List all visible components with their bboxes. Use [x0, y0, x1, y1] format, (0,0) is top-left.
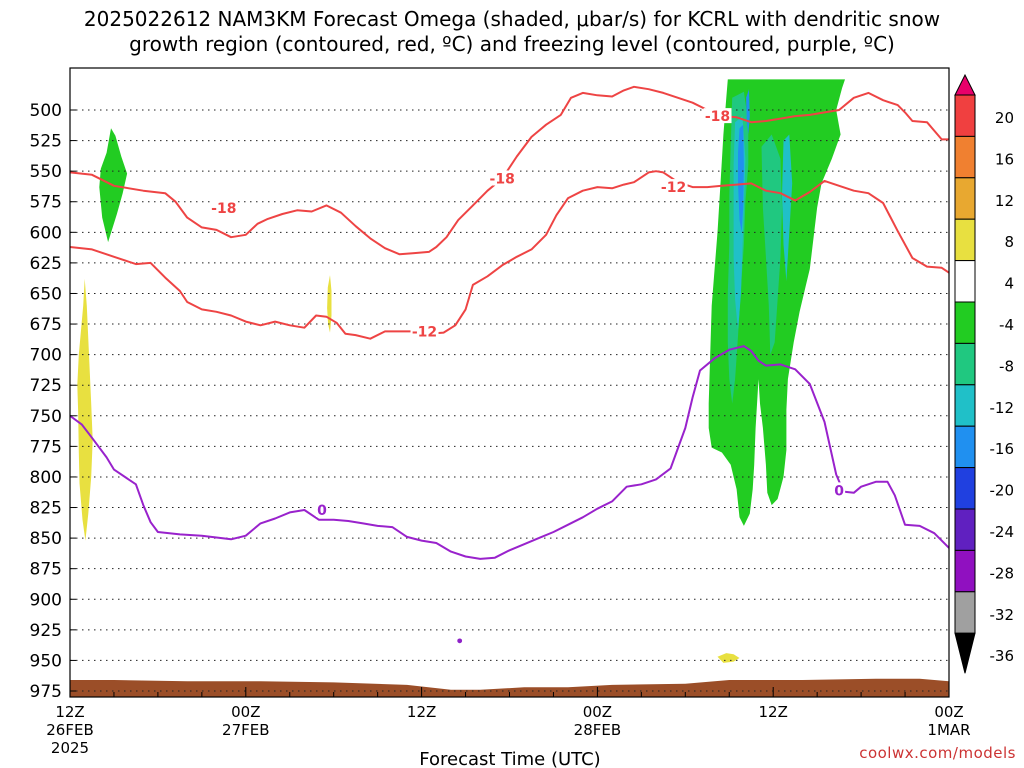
colorbar-bottom-triangle — [954, 632, 976, 674]
contour-label--12-1-0: -12 — [412, 324, 437, 340]
y-tick-label-875: 875 — [30, 560, 62, 580]
y-tick-label-600: 600 — [30, 223, 62, 243]
colorbar-segment-8 — [954, 384, 976, 427]
colorbar-segment-12 — [954, 549, 976, 593]
contour-label-0-2-1: 0 — [834, 483, 844, 499]
contour-label-0-2-0: 0 — [317, 503, 327, 519]
colorbar-segment-7 — [954, 342, 976, 386]
omega-region--8-3 — [761, 134, 782, 355]
colorbar-label-12: -32 — [990, 606, 1015, 624]
chart-title-line-2: growth region (contoured, red, ºC) and f… — [129, 32, 895, 56]
credit-text: coolwx.com/models — [859, 744, 1016, 762]
contour-label-bg--18-0-0 — [209, 199, 238, 215]
y-tick-label-775: 775 — [30, 437, 62, 457]
colorbar-label-11: -28 — [990, 564, 1015, 582]
y-tick-label-925: 925 — [30, 621, 62, 641]
y-axis: 500 525 550 575 600 625 650 675 700 725 750 775 800 8… — [30, 101, 76, 702]
contour--12-1 — [70, 170, 949, 340]
colorbar-label-9: -20 — [990, 482, 1015, 500]
x-tick-label-0-2: 2025 — [51, 739, 89, 757]
contour-label-bg--18-0-1 — [488, 170, 517, 186]
contours — [70, 85, 949, 560]
y-tick-label-675: 675 — [30, 315, 62, 335]
x-tick-label-48-0: 12Z — [759, 703, 788, 721]
colorbar-segment-9 — [954, 425, 976, 469]
colorbar: 20 16 12 8 4 -4 -8 -12 -16 -20 -24 -28 -32 -36 — [954, 73, 1015, 674]
y-tick-label-975: 975 — [30, 682, 62, 702]
contour-label-bg--12-1-1 — [659, 179, 688, 195]
colorbar-segment-5 — [954, 260, 976, 303]
x-tick-label-36-1: 28FEB — [574, 721, 621, 739]
omega-region-4-10 — [717, 653, 740, 663]
y-tick-label-900: 900 — [30, 590, 62, 610]
y-tick-label-650: 650 — [30, 284, 62, 304]
colorbar-label-6: -8 — [999, 357, 1014, 375]
contour--18-0 — [70, 85, 949, 256]
contour-0-2 — [70, 345, 949, 560]
colorbar-segment-1 — [954, 94, 976, 137]
contour-label--12-1-1: -12 — [661, 180, 686, 196]
colorbar-label-4: 4 — [1004, 275, 1014, 293]
contour-labels: -18 -18 -18 -12 -12 0 0 — [209, 108, 846, 519]
y-tick-label-550: 550 — [30, 162, 62, 182]
colorbar-label-13: -36 — [990, 647, 1015, 665]
colorbar-label-8: -16 — [990, 440, 1015, 458]
colorbar-label-0: 20 — [995, 109, 1014, 127]
y-tick-label-800: 800 — [30, 468, 62, 488]
x-tick-label-36-0: 00Z — [583, 703, 612, 721]
colorbar-label-7: -12 — [990, 399, 1015, 417]
contour-label--18-0-0: -18 — [211, 201, 236, 217]
y-tick-label-825: 825 — [30, 499, 62, 519]
contour-label--18-0-2: -18 — [705, 109, 730, 125]
x-tick-label-60-1: 1MAR — [927, 721, 970, 739]
y-tick-label-575: 575 — [30, 193, 62, 213]
y-tick-label-750: 750 — [30, 407, 62, 427]
x-tick-label-0-0: 12Z — [55, 703, 84, 721]
omega-dot — [457, 638, 463, 644]
y-tick-label-850: 850 — [30, 529, 62, 549]
omega-region--16-7 — [746, 89, 750, 135]
colorbar-segment-13 — [954, 591, 976, 634]
colorbar-segment-11 — [954, 508, 976, 551]
colorbar-label-5: -4 — [999, 316, 1014, 334]
colorbar-segment-6 — [954, 301, 976, 344]
contour-label-bg-0-2-1 — [833, 482, 846, 498]
y-tick-label-625: 625 — [30, 254, 62, 274]
x-tick-label-24-0: 12Z — [407, 703, 436, 721]
colorbar-top-triangle — [954, 73, 976, 96]
contour-label-bg--18-0-2 — [703, 108, 732, 124]
contour-label--18-0-1: -18 — [490, 171, 515, 187]
y-tick-label-500: 500 — [30, 101, 62, 121]
x-tick-label-12-1: 27FEB — [222, 721, 269, 739]
y-tick-label-525: 525 — [30, 132, 62, 152]
contour-label-bg--12-1-0 — [410, 323, 439, 339]
colorbar-label-10: -24 — [990, 523, 1015, 541]
x-tick-label-60-0: 00Z — [934, 703, 963, 721]
y-tick-label-700: 700 — [30, 346, 62, 366]
x-tick-label-12-0: 00Z — [231, 703, 260, 721]
chart-title-line-1: 2025022612 NAM3KM Forecast Omega (shaded… — [83, 7, 941, 31]
omega-region-4-8 — [77, 278, 93, 541]
x-axis-label: Forecast Time (UTC) — [419, 749, 600, 768]
colorbar-segment-3 — [954, 177, 976, 220]
colorbar-label-1: 16 — [995, 150, 1014, 168]
colorbar-segment-10 — [954, 467, 976, 510]
y-tick-label-950: 950 — [30, 651, 62, 671]
colorbar-segment-2 — [954, 135, 976, 179]
grid-lines — [70, 109, 949, 692]
contour-label-bg-0-2-0 — [315, 501, 328, 517]
colorbar-label-3: 8 — [1004, 233, 1014, 251]
colorbar-label-2: 12 — [995, 192, 1014, 210]
x-tick-label-0-1: 26FEB — [46, 721, 93, 739]
omega-region--16-6 — [738, 124, 744, 233]
y-tick-label-725: 725 — [30, 376, 62, 396]
colorbar-segment-4 — [954, 218, 976, 262]
